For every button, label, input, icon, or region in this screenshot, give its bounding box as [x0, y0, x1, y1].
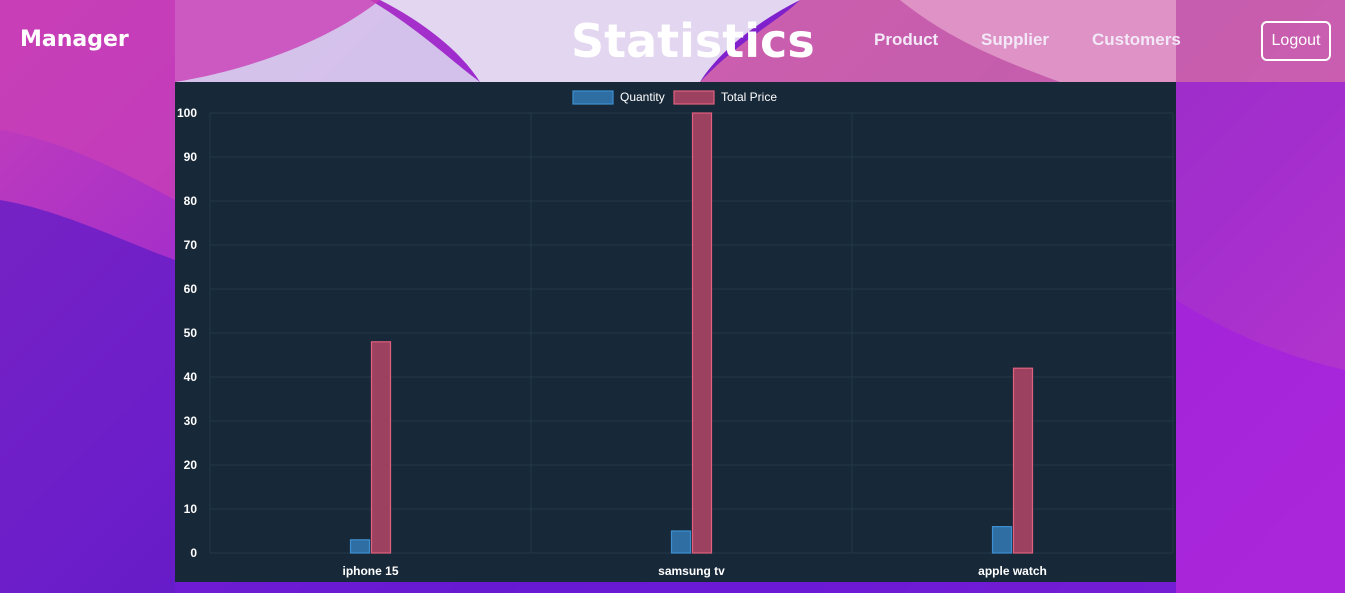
top-navbar: Manager Statistics Product Supplier Cust…	[0, 0, 1345, 82]
brand-logo[interactable]: Manager	[20, 27, 129, 52]
page-title: Statistics	[571, 14, 815, 68]
y-tick-label: 80	[184, 194, 198, 208]
x-tick-label: apple watch	[978, 564, 1047, 578]
legend-label: Total Price	[721, 90, 777, 104]
legend-swatch	[572, 90, 614, 105]
logout-button[interactable]: Logout	[1261, 21, 1331, 61]
x-tick-label: samsung tv	[658, 564, 725, 578]
nav-supplier-link[interactable]: Supplier	[981, 30, 1050, 49]
y-tick-label: 50	[184, 326, 198, 340]
y-tick-label: 10	[184, 502, 198, 516]
chart-legend[interactable]: Quantity Total Price	[572, 90, 777, 105]
y-tick-label: 90	[184, 150, 198, 164]
y-tick-label: 70	[184, 238, 198, 252]
nav-customers-link[interactable]: Customers	[1092, 30, 1181, 49]
y-tick-label: 0	[190, 546, 197, 560]
x-axis-labels: iphone 15 samsung tv apple watch	[342, 564, 1046, 578]
y-axis-ticks: 0 10 20 30 40 50 60 70 80 90 100	[177, 106, 197, 560]
bar-total-price	[1012, 367, 1034, 554]
bar-quantity	[670, 530, 692, 554]
y-tick-label: 60	[184, 282, 198, 296]
legend-swatch	[673, 90, 715, 105]
y-tick-label: 100	[177, 106, 197, 120]
y-tick-label: 30	[184, 414, 198, 428]
nav-product-link[interactable]: Product	[874, 30, 939, 49]
legend-label: Quantity	[620, 90, 665, 104]
y-tick-label: 40	[184, 370, 198, 384]
bar-total-price	[370, 341, 392, 554]
x-tick-label: iphone 15	[342, 564, 398, 578]
chart-gridlines	[209, 112, 1174, 554]
bar-quantity	[991, 526, 1013, 554]
statistics-chart: 0 10 20 30 40 50 60 70 80 90 100 iphone 15 samsung …	[175, 82, 1176, 582]
bar-quantity	[349, 539, 371, 554]
y-tick-label: 20	[184, 458, 198, 472]
chart-bars	[349, 112, 1034, 554]
bar-chart-svg: 0 10 20 30 40 50 60 70 80 90 100 iphone 15 samsung …	[177, 90, 1174, 578]
bar-total-price	[691, 112, 713, 554]
